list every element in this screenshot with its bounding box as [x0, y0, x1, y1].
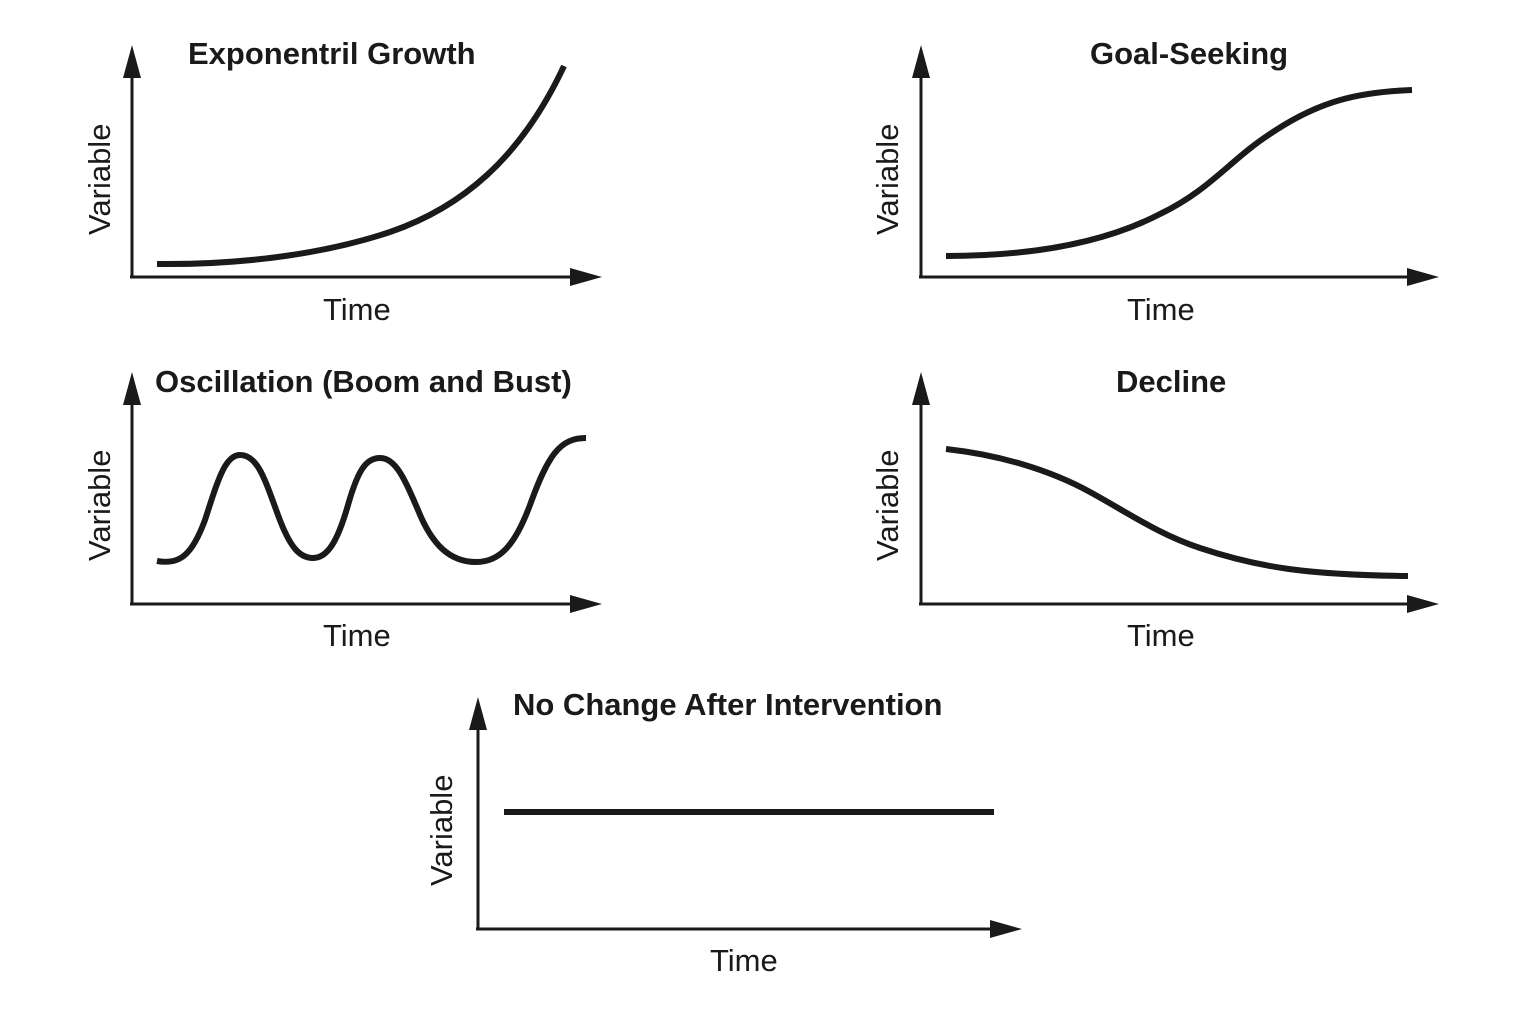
y-axis [912, 45, 930, 277]
chart-title: Decline [1116, 364, 1227, 399]
y-axis [469, 697, 487, 929]
y-axis [123, 45, 141, 277]
y-axis [912, 372, 930, 604]
oscillation-curve [156, 435, 587, 566]
chart-exponential-growth: Exponentril Growth Time Variable [0, 0, 768, 340]
x-axis-label: Time [1127, 292, 1195, 327]
y-axis-label: Variable [424, 774, 459, 886]
chart-title: Oscillation (Boom and Bust) [155, 364, 572, 399]
x-axis-arrow-icon [1407, 595, 1439, 613]
chart-goal-seeking-plot [912, 45, 1439, 286]
x-axis-arrow-icon [990, 920, 1022, 938]
chart-exponential-growth-plot [123, 45, 602, 286]
exponential-growth-curve [156, 64, 567, 268]
x-axis-arrow-icon [570, 268, 602, 286]
x-axis-label: Time [323, 618, 391, 653]
x-axis-arrow-icon [1407, 268, 1439, 286]
chart-decline: Decline Time Variable [870, 364, 1439, 653]
y-axis-arrow-icon [123, 372, 141, 405]
x-axis-arrow-icon [570, 595, 602, 613]
x-axis [919, 595, 1439, 613]
chart-decline-plot [912, 372, 1439, 613]
x-axis [919, 268, 1439, 286]
chart-goal-seeking: Goal-Seeking Time Variable [0, 0, 1536, 340]
x-axis [476, 920, 1022, 938]
chart-title: Exponentril Growth [188, 36, 476, 71]
chart-title: No Change After Intervention [513, 687, 943, 722]
y-axis-arrow-icon [123, 45, 141, 78]
x-axis-label: Time [710, 943, 778, 978]
decline-curve [945, 446, 1409, 579]
y-axis-arrow-icon [912, 45, 930, 78]
x-axis-label: Time [323, 292, 391, 327]
chart-title: Goal-Seeking [1090, 36, 1289, 71]
y-axis-arrow-icon [469, 697, 487, 730]
chart-oscillation-plot [123, 372, 602, 613]
goal-seeking-curve [945, 87, 1413, 259]
chart-oscillation: Oscillation (Boom and Bust) Time Variabl… [0, 0, 768, 680]
x-axis-label: Time [1127, 618, 1195, 653]
x-axis [130, 595, 602, 613]
x-axis [130, 268, 602, 286]
y-axis-arrow-icon [912, 372, 930, 405]
y-axis [123, 372, 141, 604]
